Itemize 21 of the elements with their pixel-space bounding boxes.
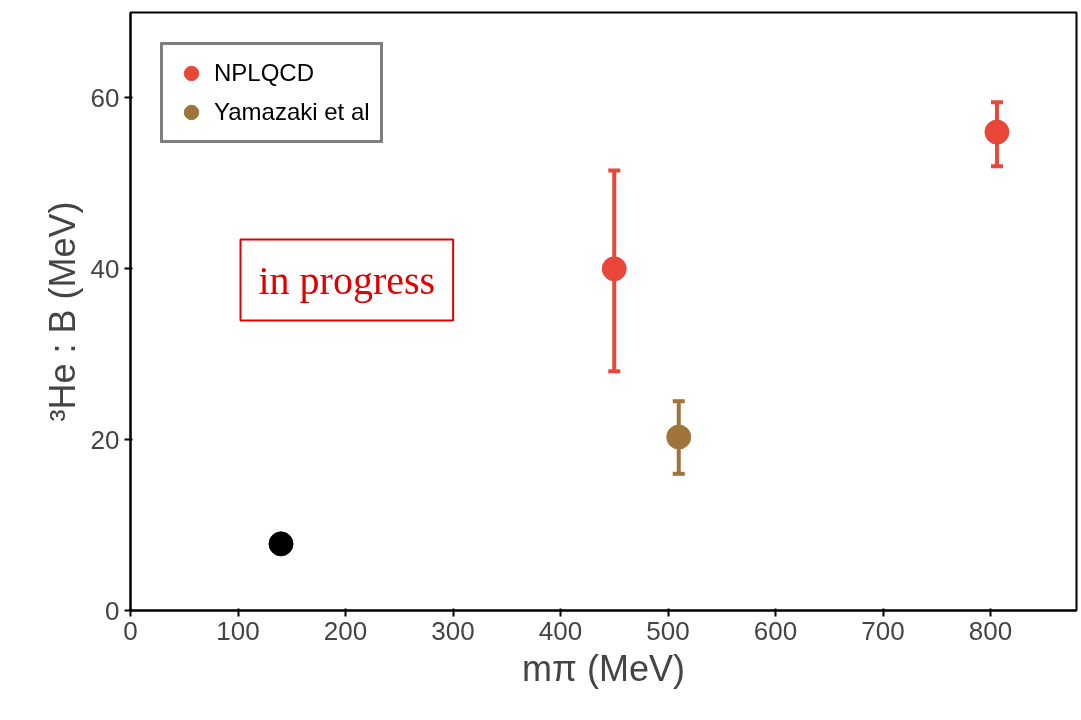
x-tick-label: 600 <box>753 615 798 646</box>
point <box>984 119 1010 145</box>
y-axis-title: ³He : B (MeV) <box>41 201 83 422</box>
x-tick-label: 200 <box>323 615 368 646</box>
point <box>601 256 627 282</box>
x-tick-label: 100 <box>216 615 260 646</box>
x-tick-label: 700 <box>861 615 905 646</box>
point <box>268 531 294 557</box>
legend-label: NPLQCD <box>214 59 315 87</box>
x-tick-label: 500 <box>646 615 690 646</box>
x-axis-title: mπ (MeV) <box>522 647 685 689</box>
legend-label: Yamazaki et al <box>214 98 370 126</box>
x-tick-label: 400 <box>538 615 583 646</box>
point <box>666 424 692 450</box>
y-tick-label: 0 <box>105 595 120 626</box>
x-tick-label: 800 <box>968 615 1013 646</box>
y-tick-label: 60 <box>90 82 120 113</box>
y-tick-label: 20 <box>90 424 120 455</box>
y-tick-label: 40 <box>90 253 120 284</box>
annotation: in progress <box>258 257 436 303</box>
x-tick-label: 300 <box>431 615 475 646</box>
